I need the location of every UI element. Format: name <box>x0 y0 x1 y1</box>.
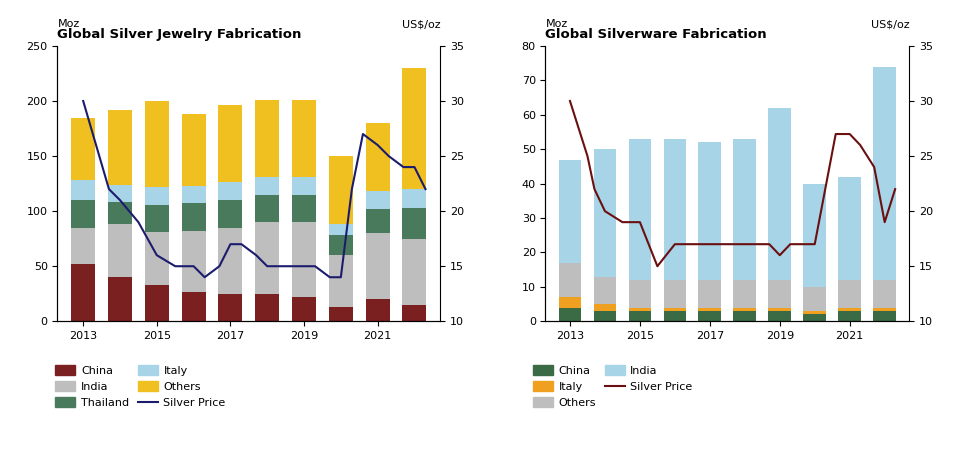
Bar <box>559 308 581 321</box>
Bar <box>629 139 652 280</box>
Bar <box>803 184 826 287</box>
Bar <box>803 287 826 311</box>
Bar <box>699 311 722 321</box>
Bar <box>329 235 353 255</box>
Bar <box>292 297 316 321</box>
Bar <box>71 264 95 321</box>
Bar <box>329 255 353 307</box>
Bar <box>593 149 616 276</box>
Bar <box>108 110 132 185</box>
Bar <box>838 280 861 308</box>
Bar <box>256 294 279 321</box>
Bar <box>218 106 242 183</box>
Bar <box>874 308 896 311</box>
Bar <box>733 139 756 280</box>
Bar <box>108 277 132 321</box>
Bar <box>403 208 427 239</box>
Bar <box>292 100 316 177</box>
Bar <box>559 159 581 263</box>
Bar <box>292 177 316 195</box>
Bar <box>699 308 722 311</box>
Bar <box>559 297 581 308</box>
Bar <box>593 276 616 304</box>
Bar <box>699 142 722 280</box>
Bar <box>292 195 316 222</box>
Bar <box>559 263 581 297</box>
Bar <box>874 311 896 321</box>
Bar <box>403 305 427 321</box>
Bar <box>663 139 686 280</box>
Bar <box>256 195 279 222</box>
Bar <box>108 185 132 202</box>
Text: Moz: Moz <box>545 19 568 29</box>
Bar <box>256 100 279 177</box>
Bar <box>366 299 389 321</box>
Bar <box>71 180 95 200</box>
Bar <box>663 280 686 308</box>
Bar <box>218 183 242 200</box>
Bar <box>329 224 353 235</box>
Bar <box>838 308 861 311</box>
Bar <box>768 280 791 308</box>
Bar <box>145 285 168 321</box>
Bar <box>182 203 206 231</box>
Bar <box>733 308 756 311</box>
Bar <box>218 294 242 321</box>
Bar <box>145 101 168 187</box>
Bar <box>108 224 132 277</box>
Bar <box>733 280 756 308</box>
Bar <box>768 311 791 321</box>
Bar <box>145 187 168 205</box>
Bar <box>663 308 686 311</box>
Bar <box>768 308 791 311</box>
Bar <box>71 118 95 180</box>
Bar <box>366 191 389 209</box>
Bar <box>292 222 316 297</box>
Bar <box>182 231 206 291</box>
Bar <box>874 67 896 280</box>
Bar <box>366 233 389 299</box>
Bar <box>256 177 279 195</box>
Legend: China, India, Thailand, Italy, Others, Silver Price: China, India, Thailand, Italy, Others, S… <box>56 365 226 408</box>
Text: Global Silverware Fabrication: Global Silverware Fabrication <box>545 28 768 40</box>
Bar <box>218 228 242 294</box>
Bar <box>629 311 652 321</box>
Bar <box>874 280 896 308</box>
Bar <box>699 280 722 308</box>
Bar <box>256 222 279 294</box>
Text: US$/oz: US$/oz <box>871 19 909 29</box>
Bar <box>145 205 168 232</box>
Bar <box>329 156 353 224</box>
Bar <box>403 68 427 189</box>
Bar <box>629 280 652 308</box>
Bar <box>593 311 616 321</box>
Bar <box>329 307 353 321</box>
Bar <box>629 308 652 311</box>
Bar <box>145 232 168 285</box>
Bar <box>218 200 242 228</box>
Bar <box>403 239 427 305</box>
Text: Global Silver Jewelry Fabrication: Global Silver Jewelry Fabrication <box>57 28 301 40</box>
Bar <box>663 311 686 321</box>
Bar <box>71 228 95 264</box>
Bar <box>593 304 616 311</box>
Bar <box>838 177 861 280</box>
Bar <box>733 311 756 321</box>
Bar <box>803 314 826 321</box>
Bar <box>182 291 206 321</box>
Bar <box>71 200 95 228</box>
Bar <box>403 189 427 208</box>
Bar <box>182 186 206 203</box>
Bar <box>108 202 132 224</box>
Bar <box>838 311 861 321</box>
Bar <box>366 123 389 191</box>
Bar <box>768 108 791 280</box>
Legend: China, Italy, Others, India, Silver Price: China, Italy, Others, India, Silver Pric… <box>533 365 693 408</box>
Text: Moz: Moz <box>57 19 79 29</box>
Bar <box>182 114 206 186</box>
Bar <box>366 209 389 233</box>
Text: US$/oz: US$/oz <box>402 19 440 29</box>
Bar <box>803 311 826 314</box>
